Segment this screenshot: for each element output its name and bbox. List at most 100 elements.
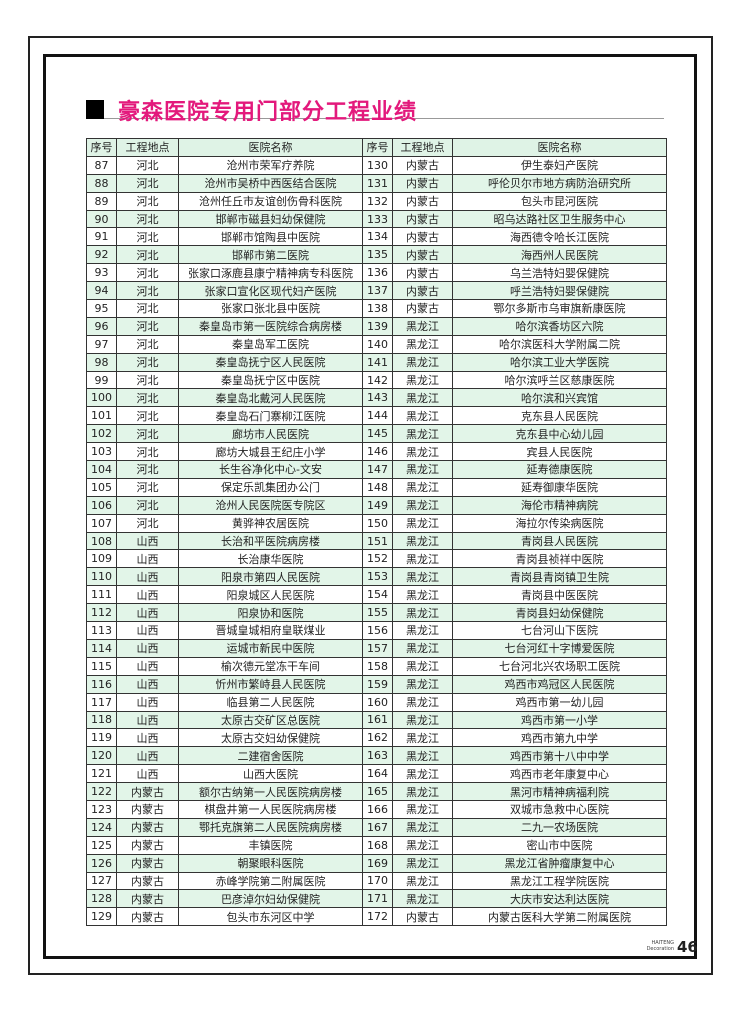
hospital-cell: 密山市中医院 [452, 835, 667, 855]
seq-cell: 156 [362, 621, 393, 640]
seq-cell: 141 [362, 352, 393, 372]
location-cell: 黑龙江 [392, 889, 453, 909]
location-cell: 黑龙江 [392, 692, 453, 712]
hospital-cell: 延寿德康医院 [452, 460, 667, 479]
hospital-cell: 沧州任丘市友谊创伤骨科医院 [178, 191, 363, 211]
table-row: 104 河北 长生谷净化中心-文安 147 黑龙江 延寿德康医院 [86, 460, 667, 479]
location-cell: 山西 [116, 638, 179, 658]
seq-cell: 114 [86, 638, 117, 658]
hospital-cell: 克东县人民医院 [452, 406, 667, 426]
hospital-cell: 太原古交矿区总医院 [178, 710, 363, 730]
location-cell: 内蒙古 [116, 853, 179, 873]
page-title: 豪森医院专用门部分工程业绩 [118, 100, 418, 125]
seq-cell: 154 [362, 585, 393, 605]
location-cell: 黑龙江 [392, 513, 453, 533]
seq-cell: 115 [86, 656, 117, 676]
location-cell: 内蒙古 [392, 245, 453, 265]
table-row: 96 河北 秦皇岛市第一医院综合病房楼 139 黑龙江 哈尔滨香坊区六院 [86, 316, 667, 336]
hospital-cell: 鄂尔多斯市乌审旗新康医院 [452, 299, 667, 318]
hospital-cell: 秦皇岛石门寨柳江医院 [178, 406, 363, 426]
hospital-cell: 运城市新民中医院 [178, 638, 363, 658]
hospital-cell: 大庆市安达利达医院 [452, 889, 667, 909]
seq-cell: 140 [362, 334, 393, 354]
hospital-cell: 赤峰学院第二附属医院 [178, 871, 363, 891]
location-cell: 河北 [116, 477, 179, 497]
table-row: 110 山西 阳泉市第四人民医院 153 黑龙江 青岗县青岗镇卫生院 [86, 567, 667, 587]
location-cell: 河北 [116, 513, 179, 533]
table-row: 108 山西 长治和平医院病房楼 151 黑龙江 青岗县人民医院 [86, 531, 667, 551]
seq-cell: 89 [86, 191, 117, 211]
table-row: 89 河北 沧州任丘市友谊创伤骨科医院 132 内蒙古 包头市昆河医院 [86, 191, 667, 211]
seq-cell: 150 [362, 513, 393, 533]
location-cell: 内蒙古 [392, 299, 453, 318]
location-cell: 河北 [116, 263, 179, 283]
location-cell: 河北 [116, 460, 179, 479]
location-cell: 河北 [116, 227, 179, 247]
location-cell: 河北 [116, 388, 179, 408]
location-cell: 黑龙江 [392, 656, 453, 676]
location-cell: 黑龙江 [392, 388, 453, 408]
table-row: 118 山西 太原古交矿区总医院 161 黑龙江 鸡西市第一小学 [86, 710, 667, 730]
seq-cell: 96 [86, 316, 117, 336]
table-row: 90 河北 邯郸市磁县妇幼保健院 133 内蒙古 昭乌达路社区卫生服务中心 [86, 209, 667, 229]
table-row: 124 内蒙古 鄂托克旗第二人民医院病房楼 167 黑龙江 二九一农场医院 [86, 817, 667, 837]
table-row: 115 山西 榆次德元堂冻干车间 158 黑龙江 七台河北兴农场职工医院 [86, 656, 667, 676]
seq-cell: 127 [86, 871, 117, 891]
hospital-cell: 阳泉市第四人民医院 [178, 567, 363, 587]
table-row: 91 河北 邯郸市馆陶县中医院 134 内蒙古 海西德令哈长江医院 [86, 227, 667, 247]
hospital-cell: 伊生泰妇产医院 [452, 155, 667, 175]
table-row: 107 河北 黄骅神农居医院 150 黑龙江 海拉尔传染病医院 [86, 513, 667, 533]
hospital-cell: 昭乌达路社区卫生服务中心 [452, 209, 667, 229]
seq-cell: 157 [362, 638, 393, 658]
location-cell: 内蒙古 [392, 907, 453, 927]
location-cell: 山西 [116, 531, 179, 551]
seq-cell: 103 [86, 442, 117, 462]
location-cell: 黑龙江 [392, 710, 453, 730]
location-cell: 内蒙古 [116, 782, 179, 801]
hospital-cell: 鸡西市第一小学 [452, 710, 667, 730]
hospital-cell: 廊坊大城县王纪庄小学 [178, 442, 363, 462]
location-cell: 黑龙江 [392, 567, 453, 587]
hospital-cell: 呼伦贝尔市地方病防治研究所 [452, 173, 667, 193]
seq-cell: 99 [86, 370, 117, 390]
seq-cell: 105 [86, 477, 117, 497]
hospital-cell: 张家口宣化区现代妇产医院 [178, 281, 363, 301]
location-cell: 黑龙江 [392, 835, 453, 855]
seq-cell: 151 [362, 531, 393, 551]
hospital-cell: 克东县中心幼儿园 [452, 424, 667, 444]
location-cell: 黑龙江 [392, 370, 453, 390]
title-underline [104, 118, 664, 119]
hospital-cell: 沧州人民医院医专院区 [178, 495, 363, 515]
inner-frame [43, 54, 697, 959]
seq-cell: 152 [362, 549, 393, 569]
seq-cell: 165 [362, 782, 393, 801]
seq-cell: 107 [86, 513, 117, 533]
seq-cell: 93 [86, 263, 117, 283]
table-row: 103 河北 廊坊大城县王纪庄小学 146 黑龙江 宾县人民医院 [86, 442, 667, 462]
seq-cell: 138 [362, 299, 393, 318]
seq-cell: 110 [86, 567, 117, 587]
location-cell: 黑龙江 [392, 782, 453, 801]
hospital-cell: 邯郸市磁县妇幼保健院 [178, 209, 363, 229]
seq-cell: 134 [362, 227, 393, 247]
location-cell: 黑龙江 [392, 674, 453, 694]
table-row: 120 山西 二建宿舍医院 163 黑龙江 鸡西市第十八中中学 [86, 746, 667, 766]
seq-cell: 136 [362, 263, 393, 283]
hospital-cell: 海拉尔传染病医院 [452, 513, 667, 533]
hospital-cell: 青岗县人民医院 [452, 531, 667, 551]
table-row: 93 河北 张家口涿鹿县康宁精神病专科医院 136 内蒙古 乌兰浩特妇婴保健院 [86, 263, 667, 283]
seq-cell: 160 [362, 692, 393, 712]
hospital-cell: 棋盘井第一人民医院病房楼 [178, 799, 363, 819]
seq-cell: 132 [362, 191, 393, 211]
seq-cell: 124 [86, 817, 117, 837]
hospital-cell: 长治和平医院病房楼 [178, 531, 363, 551]
hospital-cell: 鸡西市第一幼儿园 [452, 692, 667, 712]
hospital-cell: 七台河北兴农场职工医院 [452, 656, 667, 676]
hospital-cell: 黄骅神农居医院 [178, 513, 363, 533]
seq-cell: 159 [362, 674, 393, 694]
seq-cell: 116 [86, 674, 117, 694]
seq-cell: 118 [86, 710, 117, 730]
page-footer: HAITENG Decoration 46 [640, 937, 710, 959]
table-row: 123 内蒙古 棋盘井第一人民医院病房楼 166 黑龙江 双城市急救中心医院 [86, 799, 667, 819]
hospital-cell: 呼兰浩特妇婴保健院 [452, 281, 667, 301]
